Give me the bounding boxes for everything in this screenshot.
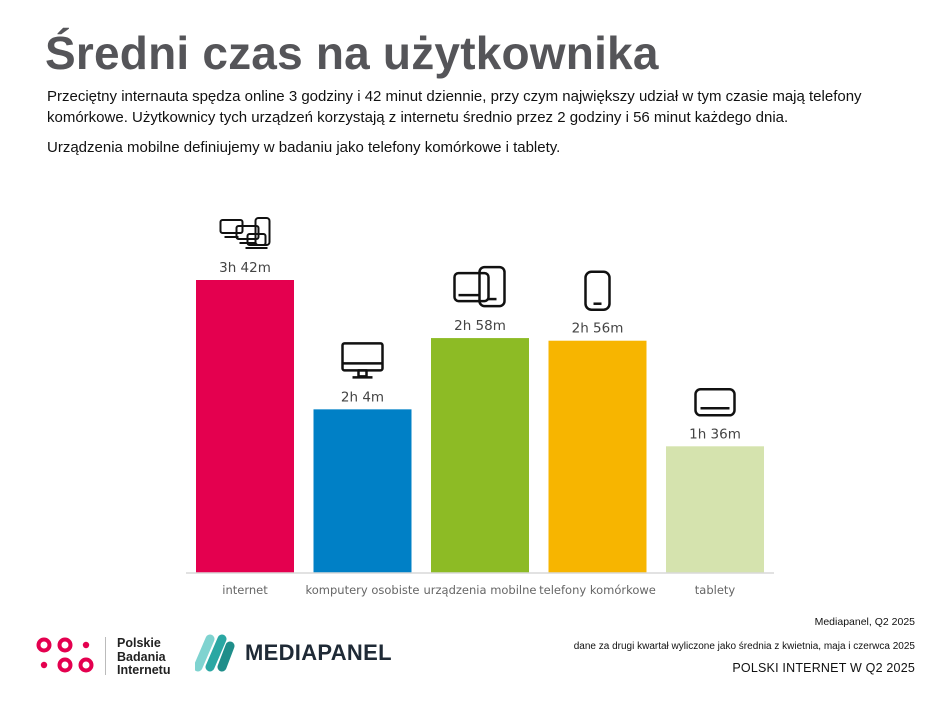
data-label-5: 1h 36m xyxy=(689,426,741,442)
pbi-line-3: Internetu xyxy=(117,663,171,677)
source-note: Mediapanel, Q2 2025 xyxy=(814,616,915,628)
bars xyxy=(196,280,764,573)
bar-3 xyxy=(431,338,529,573)
mediapanel-logo-mark xyxy=(195,634,235,672)
page-title: Średni czas na użytkownika xyxy=(45,27,659,79)
data-label-1: 3h 42m xyxy=(219,260,271,276)
bar-1 xyxy=(196,280,294,573)
x-tick-label-3: urządzenia mobilne xyxy=(424,583,537,597)
data-label-4: 2h 56m xyxy=(572,321,624,337)
bar-4 xyxy=(548,340,647,573)
intro-paragraph-1: Przeciętny internauta spędza online 3 go… xyxy=(47,88,862,126)
data-label-3: 2h 58m xyxy=(454,318,506,334)
tablet-icon xyxy=(694,388,736,417)
intro-text: Przeciętny internauta spędza online 3 go… xyxy=(47,86,927,158)
intro-paragraph-2: Urządzenia mobilne definiujemy w badaniu… xyxy=(47,139,561,156)
category-labels: internet komputery osobiste urządzenia mob… xyxy=(222,583,735,597)
bar-5 xyxy=(666,446,764,573)
smartphone-icon xyxy=(584,270,611,311)
x-tick-label-5: tablety xyxy=(695,583,736,597)
bar-2 xyxy=(313,409,412,573)
x-tick-label-1: internet xyxy=(222,583,268,597)
pbi-wordmark: Polskie Badania Internetu xyxy=(117,636,171,678)
tablet-and-phone-icon xyxy=(453,265,506,308)
methodology-note: dane za drugi kwartał wyliczone jako śre… xyxy=(573,641,915,652)
mediapanel-wordmark: MEDIAPANEL xyxy=(245,640,392,665)
pbi-line-1: Polskie xyxy=(117,636,161,650)
all-devices-icon xyxy=(219,217,271,249)
data-label-2: 2h 4m xyxy=(341,389,384,405)
device-icons xyxy=(219,217,736,417)
report-brand: POLSKI INTERNET W Q2 2025 xyxy=(732,661,915,675)
bar-chart: 3h 42m 2h 4m 2h 58m 2h 56m 1h 36m internet ko… xyxy=(186,217,774,597)
desktop-monitor-icon xyxy=(341,342,384,379)
logo-divider xyxy=(105,637,106,675)
x-tick-label-2: komputery osobiste xyxy=(306,583,420,597)
pbi-line-2: Badania xyxy=(117,649,166,664)
polskie-badania-internetu-logo xyxy=(36,637,94,673)
x-tick-label-4: telefony komórkowe xyxy=(539,583,656,597)
value-labels: 3h 42m 2h 4m 2h 58m 2h 56m 1h 36m xyxy=(219,260,741,442)
